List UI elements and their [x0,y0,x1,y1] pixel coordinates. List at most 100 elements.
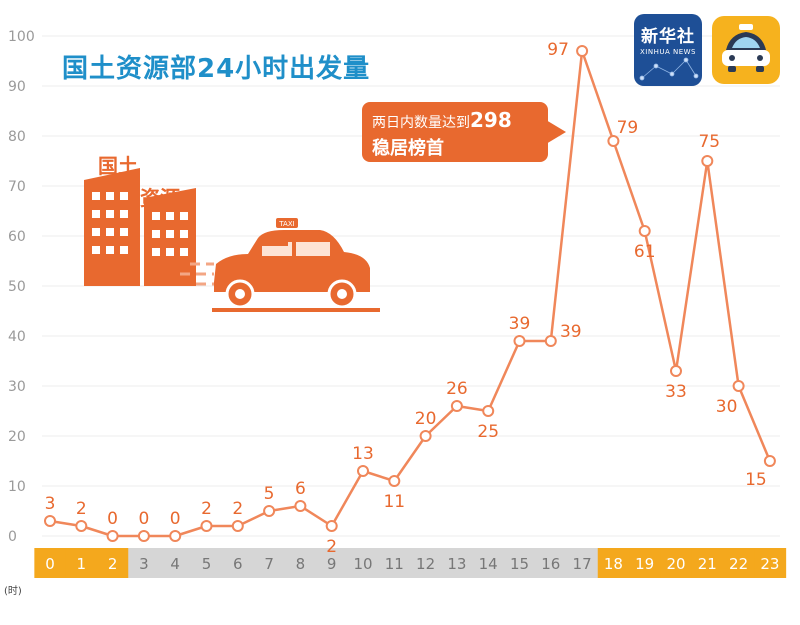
x-tick-label: 4 [170,555,180,573]
data-label: 15 [745,470,767,490]
x-axis-band-cell [159,548,192,578]
data-point [75,520,88,532]
data-point [419,430,432,442]
x-tick-label: 14 [479,555,498,573]
y-tick-label: 80 [8,129,26,145]
data-label: 11 [383,492,405,512]
y-tick-label: 50 [8,279,26,295]
x-axis-band-cell [691,548,724,578]
y-tick-label: 90 [8,79,26,95]
callout-number: 298 [470,108,512,132]
data-label: 13 [352,444,374,464]
y-tick-label: 0 [8,529,17,545]
data-point [169,530,182,542]
data-point [763,455,776,467]
x-axis-band-cell [190,548,223,578]
x-axis-band-cell [472,548,505,578]
x-axis-band-cell [65,548,98,578]
data-point [263,505,276,517]
network-dots-icon [639,57,699,81]
data-label: 79 [617,118,639,138]
x-tick-label: 7 [264,555,274,573]
callout-text: 两日内数量达到 [372,115,470,131]
data-point [544,335,557,347]
data-label: 0 [138,509,149,529]
data-label: 39 [509,314,531,334]
x-tick-label: 20 [666,555,685,573]
data-label: 5 [264,484,275,504]
x-axis-band-cell [378,548,411,578]
data-point [325,520,338,532]
data-label: 75 [698,132,720,152]
data-label: 97 [547,40,569,60]
y-tick-label: 10 [8,479,26,495]
taxi-app-icon [712,16,780,84]
x-tick-label: 22 [729,555,748,573]
x-tick-label: 13 [447,555,466,573]
x-axis-band-cell [34,548,67,578]
y-tick-label: 60 [8,229,26,245]
data-label: 61 [634,242,656,262]
x-axis-band-cell [535,548,568,578]
data-label: 25 [477,422,499,442]
taxi-sign-label: TAXI [278,220,294,228]
data-label: 0 [107,509,118,529]
x-tick-label: 0 [45,555,55,573]
data-point [638,225,651,237]
data-label: 39 [560,322,582,342]
x-tick-label: 8 [296,555,306,573]
x-axis-band-cell [566,548,599,578]
data-point [44,515,56,527]
x-axis-band-cell [754,548,787,578]
taxi-building-illustration: TAXI [84,168,380,312]
data-point [482,405,495,417]
x-axis-unit-label: (时) [4,586,22,597]
x-tick-label: 10 [353,555,372,573]
data-point [701,155,714,167]
x-tick-label: 16 [541,555,560,573]
data-point [357,465,369,477]
x-axis-band-cell [284,548,317,578]
y-tick-label: 40 [8,329,26,345]
x-tick-label: 9 [327,555,337,573]
data-label: 0 [170,509,181,529]
x-axis-band-cell [128,548,161,578]
data-label: 2 [76,499,87,519]
data-label: 2 [326,537,337,557]
data-label: 6 [295,479,306,499]
data-label: 3 [45,494,56,514]
x-axis-band-cell [629,548,661,578]
x-tick-label: 23 [760,555,779,573]
callout-subtext: 稳居榜首 [372,138,444,159]
x-tick-label: 6 [233,555,243,573]
y-tick-label: 30 [8,379,26,395]
x-tick-label: 2 [108,555,118,573]
x-tick-label: 3 [139,555,149,573]
data-label: 26 [446,379,468,399]
y-tick-label: 100 [8,29,35,45]
data-point [231,520,244,532]
xinhua-logo: 新华社 XINHUA NEWS [634,14,702,86]
x-tick-label: 11 [385,555,404,573]
x-axis-band-cell [347,548,380,578]
x-tick-label: 12 [416,555,435,573]
x-tick-label: 1 [77,555,87,573]
y-tick-label: 20 [8,429,26,445]
data-label: 30 [716,397,738,417]
data-point [388,475,401,487]
x-axis-band-cell [316,548,348,578]
x-tick-label: 5 [202,555,212,573]
data-point [106,530,119,542]
callout-box: 两日内数量达到298 稳居榜首 [362,102,566,162]
x-tick-label: 19 [635,555,654,573]
data-label: 2 [201,499,212,519]
x-axis-band-cell [441,548,474,578]
data-point [137,530,150,542]
data-point [576,45,589,57]
taxi-icon [722,24,770,72]
x-axis-band-cell [96,548,129,578]
xinhua-logo-cn: 新华社 [641,27,695,47]
x-axis-band-cell [503,548,536,578]
x-tick-label: 15 [510,555,529,573]
